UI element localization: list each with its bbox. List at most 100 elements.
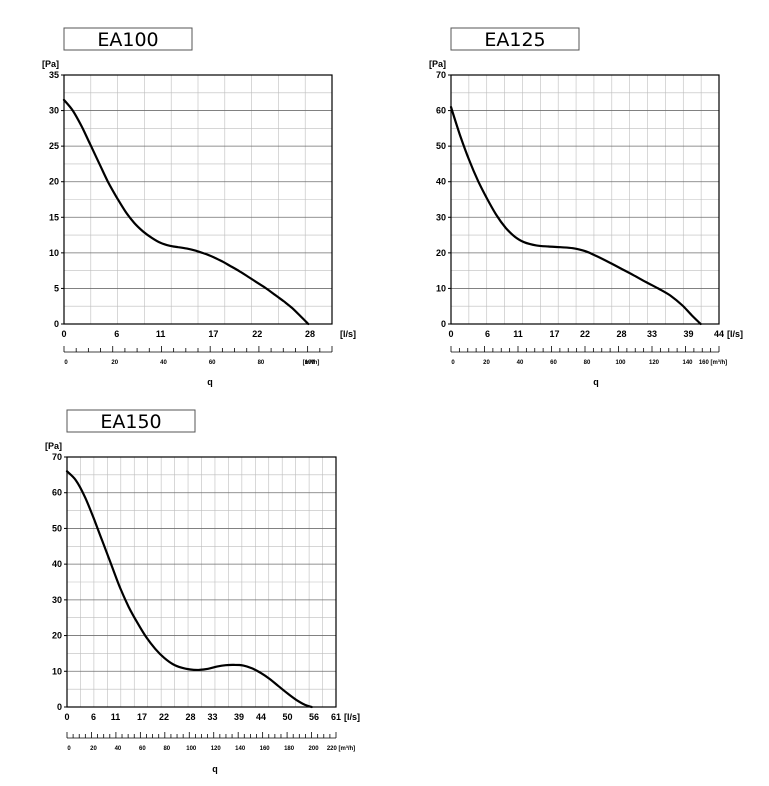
x-tick-label: 22 bbox=[252, 329, 262, 339]
x-axis-label: [l/s] bbox=[340, 329, 356, 339]
y-tick-label: 0 bbox=[54, 319, 59, 329]
secondary-axis-label: 160 [m³/h] bbox=[699, 359, 727, 366]
series-line-0 bbox=[65, 470, 313, 709]
secondary-tick-label: 0 bbox=[64, 360, 68, 366]
x-tick-label: 22 bbox=[580, 329, 590, 339]
x-tick-label: 17 bbox=[137, 712, 147, 722]
q-label: q bbox=[593, 377, 599, 387]
chart-title: EA125 bbox=[484, 29, 545, 51]
x-tick-label: 6 bbox=[114, 329, 119, 339]
secondary-tick-label: 140 bbox=[682, 360, 693, 366]
x-tick-label: 56 bbox=[309, 712, 319, 722]
y-tick-label: 15 bbox=[49, 212, 59, 222]
x-tick-label: 11 bbox=[513, 329, 523, 339]
y-tick-label: 30 bbox=[436, 212, 446, 222]
secondary-tick-label: 20 bbox=[111, 360, 118, 366]
x-tick-label: 28 bbox=[185, 712, 195, 722]
x-axis-label: [l/s] bbox=[727, 329, 743, 339]
secondary-tick-label: 100 bbox=[186, 746, 197, 752]
y-tick-label: 50 bbox=[436, 141, 446, 151]
secondary-tick-label: 140 bbox=[235, 746, 246, 752]
y-tick-label: 35 bbox=[49, 70, 59, 80]
secondary-tick-label: 40 bbox=[160, 360, 167, 366]
y-tick-label: 0 bbox=[57, 702, 62, 712]
x-tick-label: 0 bbox=[61, 329, 66, 339]
y-tick-label: 10 bbox=[49, 248, 59, 258]
y-axis-label: [Pa] bbox=[42, 59, 59, 69]
x-tick-label: 33 bbox=[208, 712, 218, 722]
secondary-axis-label: 220 [m³/h] bbox=[327, 745, 355, 752]
y-tick-label: 10 bbox=[436, 283, 446, 293]
series-line-0 bbox=[449, 105, 702, 326]
x-tick-label: 39 bbox=[234, 712, 244, 722]
x-tick-label: 22 bbox=[159, 712, 169, 722]
y-tick-label: 70 bbox=[436, 70, 446, 80]
y-axis-label: [Pa] bbox=[45, 441, 62, 451]
plot-frame bbox=[66, 456, 337, 708]
y-tick-label: 50 bbox=[52, 523, 62, 533]
x-axis-label: [l/s] bbox=[344, 712, 360, 722]
y-tick-label: 60 bbox=[52, 488, 62, 498]
secondary-tick-label: 120 bbox=[649, 360, 660, 366]
chart-0: EA100 [Pa] 0 5 10 15 20 25 30 35 0 6 11 17 22 28 [l/s] 0 2… bbox=[42, 27, 356, 387]
chart-title: EA150 bbox=[100, 411, 161, 433]
y-axis-label: [Pa] bbox=[429, 59, 446, 69]
secondary-tick-label: 60 bbox=[139, 746, 146, 752]
x-tick-label: 6 bbox=[485, 329, 490, 339]
secondary-tick-label: 20 bbox=[90, 746, 97, 752]
secondary-tick-label: 40 bbox=[115, 746, 122, 752]
chart-1: EA125 [Pa] 0 10 20 30 40 50 60 70 0 6 11 17 22 28 33 39 44… bbox=[429, 27, 743, 387]
x-tick-label: 17 bbox=[550, 329, 560, 339]
chart-2: EA150 [Pa] 0 10 20 30 40 50 60 70 0 6 11 17 22 28 33 39 44… bbox=[45, 409, 360, 774]
y-tick-label: 40 bbox=[52, 559, 62, 569]
secondary-tick-label: 200 bbox=[309, 746, 320, 752]
secondary-tick-label: 0 bbox=[67, 746, 71, 752]
chart-title-box bbox=[66, 409, 196, 433]
secondary-tick-label: 100 bbox=[615, 360, 626, 366]
x-tick-label: 11 bbox=[111, 712, 121, 722]
secondary-tick-label: 80 bbox=[584, 360, 591, 366]
x-tick-label: 61 bbox=[331, 712, 341, 722]
y-tick-label: 20 bbox=[436, 248, 446, 258]
y-tick-label: 70 bbox=[52, 452, 62, 462]
x-tick-label: 28 bbox=[305, 329, 315, 339]
x-tick-label: 0 bbox=[448, 329, 453, 339]
x-tick-label: 17 bbox=[208, 329, 218, 339]
q-label: q bbox=[207, 377, 213, 387]
y-tick-label: 60 bbox=[436, 106, 446, 116]
secondary-tick-label: 180 bbox=[284, 746, 295, 752]
x-tick-label: 28 bbox=[617, 329, 627, 339]
secondary-tick-label: 120 bbox=[211, 746, 222, 752]
secondary-tick-label: 100 bbox=[305, 360, 316, 366]
x-tick-label: 6 bbox=[91, 712, 96, 722]
y-tick-label: 40 bbox=[436, 177, 446, 187]
chart-title: EA100 bbox=[97, 29, 158, 51]
secondary-tick-label: 160 bbox=[260, 746, 271, 752]
x-tick-label: 44 bbox=[256, 712, 266, 722]
y-tick-label: 5 bbox=[54, 283, 59, 293]
y-tick-label: 25 bbox=[49, 141, 59, 151]
y-tick-label: 20 bbox=[49, 177, 59, 187]
plot-frame bbox=[450, 74, 720, 325]
chart-title-box bbox=[63, 27, 193, 51]
x-tick-label: 50 bbox=[282, 712, 292, 722]
secondary-tick-label: 40 bbox=[517, 360, 524, 366]
y-tick-label: 0 bbox=[441, 319, 446, 329]
secondary-axis-label: [m³/h] bbox=[303, 359, 320, 366]
series-line-0 bbox=[62, 98, 310, 326]
secondary-tick-label: 20 bbox=[483, 360, 490, 366]
y-tick-label: 30 bbox=[52, 595, 62, 605]
y-tick-label: 10 bbox=[52, 666, 62, 676]
x-tick-label: 33 bbox=[647, 329, 657, 339]
plot-frame bbox=[63, 74, 333, 325]
x-tick-label: 11 bbox=[156, 329, 166, 339]
x-tick-label: 39 bbox=[684, 329, 694, 339]
secondary-tick-label: 80 bbox=[258, 360, 265, 366]
secondary-tick-label: 80 bbox=[163, 746, 170, 752]
secondary-tick-label: 60 bbox=[550, 360, 557, 366]
x-tick-label: 44 bbox=[714, 329, 724, 339]
secondary-tick-label: 0 bbox=[451, 360, 455, 366]
y-tick-label: 30 bbox=[49, 106, 59, 116]
chart-title-box bbox=[450, 27, 580, 51]
